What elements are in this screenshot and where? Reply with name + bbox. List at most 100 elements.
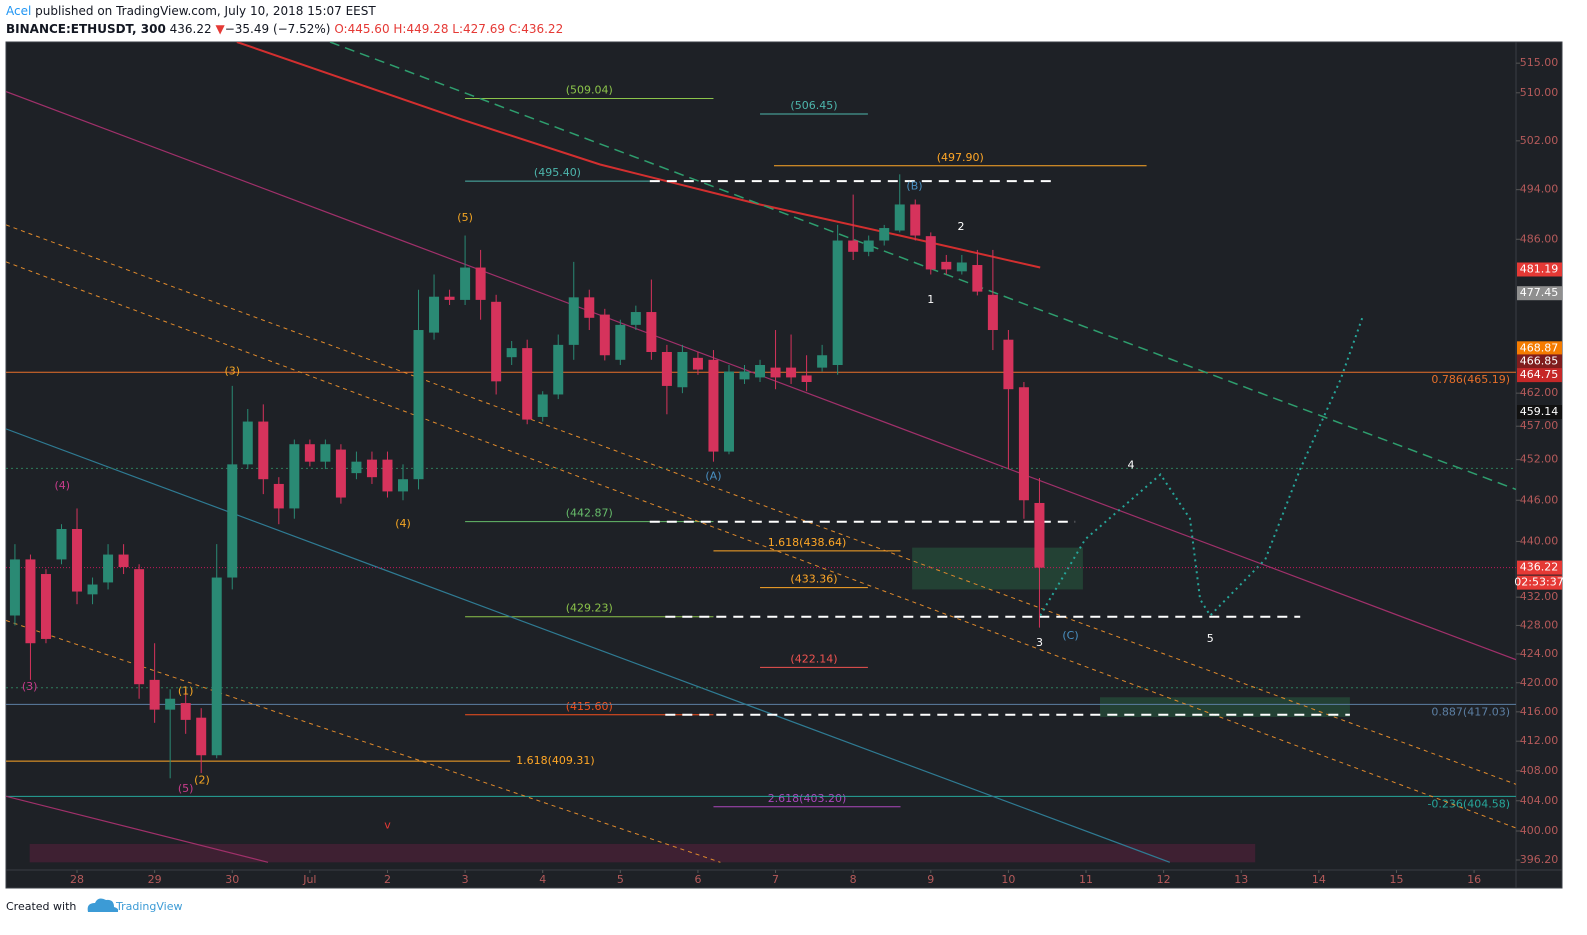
y-tick-label: 408.00 — [1520, 764, 1559, 777]
candle-body — [956, 262, 967, 272]
fib-level-label: 2.618(403.20) — [768, 792, 847, 805]
candle-body — [630, 312, 641, 325]
wave-label: 1 — [927, 293, 934, 306]
change: −35.49 (−7.52%) — [225, 22, 331, 36]
x-tick-label: 2 — [384, 873, 391, 886]
x-tick-label: 4 — [539, 873, 546, 886]
candle-body — [1034, 502, 1045, 568]
candle-body — [304, 444, 315, 462]
countdown: 02:53:37 — [1514, 576, 1563, 589]
wave-label: (3) — [224, 365, 240, 378]
x-tick-label: 11 — [1079, 873, 1093, 886]
y-tick-label: 404.00 — [1520, 794, 1559, 807]
y-tick-label: 412.00 — [1520, 734, 1559, 747]
fib-level-label: -0.236(404.58) — [1427, 797, 1510, 810]
countdown-box — [1517, 575, 1562, 590]
candle-body — [677, 352, 688, 388]
header-line-1: Acel published on TradingView.com, July … — [6, 4, 376, 18]
fib-level-label: (442.87) — [566, 507, 613, 520]
candle-body — [506, 348, 517, 358]
candle-body — [211, 577, 222, 756]
wave-label: (B) — [906, 180, 922, 193]
trendline — [6, 428, 1171, 863]
wave-label: (C) — [1062, 629, 1078, 642]
x-tick-label: 7 — [772, 873, 779, 886]
x-tick-label: 14 — [1312, 873, 1326, 886]
price-label: 459.14 — [1520, 405, 1559, 418]
wave-label: (4) — [54, 479, 70, 492]
x-tick-label: 9 — [927, 873, 934, 886]
candle-body — [723, 371, 734, 452]
candle-body — [320, 444, 331, 462]
candle-body — [335, 449, 346, 498]
wave-label: (4) — [395, 517, 411, 530]
price-label-box — [1517, 262, 1562, 277]
candle-body — [429, 296, 440, 333]
tradingview-logo — [87, 898, 119, 912]
candle-body — [444, 296, 455, 300]
candle-body — [941, 261, 952, 270]
fib-level-label: 1.618(438.64) — [768, 536, 847, 549]
header-line-2: BINANCE:ETHUSDT, 300 436.22 ▼−35.49 (−7.… — [6, 22, 563, 36]
candle-body — [537, 394, 548, 417]
highlight-box — [1099, 697, 1350, 717]
published: published on TradingView.com, July 10, 2… — [35, 4, 376, 18]
x-tick-label: 8 — [850, 873, 857, 886]
y-tick-label: 446.00 — [1520, 493, 1559, 506]
y-tick-label: 486.00 — [1520, 232, 1559, 245]
author[interactable]: Acel — [6, 4, 31, 18]
footer-brand[interactable]: TradingView — [115, 900, 182, 913]
candle-body — [848, 240, 859, 252]
price-label-box — [1517, 354, 1562, 369]
candle-body — [134, 569, 145, 685]
x-tick-label: 3 — [462, 873, 469, 886]
candle-body — [1003, 339, 1014, 390]
trendline — [6, 795, 269, 863]
candle-body — [770, 367, 781, 378]
wave-label: 5 — [1207, 632, 1214, 645]
candle-body — [491, 301, 502, 382]
candle-body — [661, 352, 672, 386]
candle-body — [56, 529, 67, 560]
fib-level-label: 0.786(465.19) — [1431, 373, 1510, 386]
candle-body — [382, 459, 393, 492]
candle-body — [879, 228, 890, 241]
y-tick-label: 440.00 — [1520, 534, 1559, 547]
trendline — [329, 42, 1516, 491]
candle-body — [817, 355, 828, 368]
candle-body — [786, 367, 797, 378]
candle-body — [258, 421, 269, 480]
wave-label: v — [384, 819, 391, 832]
candle-body — [72, 529, 83, 592]
candle-body — [599, 314, 610, 356]
candle-body — [832, 240, 843, 366]
y-tick-label: 428.00 — [1520, 618, 1559, 631]
wave-label: (1) — [178, 684, 194, 697]
footer-created: Created with — [6, 900, 76, 913]
fib-level-label: (497.90) — [937, 151, 984, 164]
fib-level-label: (495.40) — [534, 166, 581, 179]
plot-area: (509.04) (506.45) (497.90) (495.40) (442.87)… — [6, 42, 1516, 863]
candle-body — [522, 348, 533, 420]
candle-body — [739, 371, 750, 380]
candle-body — [118, 554, 129, 568]
wave-label: (5) — [178, 782, 194, 795]
y-tick-label: 502.00 — [1520, 134, 1559, 147]
y-tick-label: 432.00 — [1520, 590, 1559, 603]
price-label: 468.87 — [1520, 341, 1559, 354]
candle-body — [708, 359, 719, 452]
price-label: 436.22 — [1520, 561, 1559, 574]
candle-body — [568, 297, 579, 345]
price-label: 466.85 — [1520, 354, 1559, 367]
wave-label: (5) — [457, 211, 473, 224]
candle-body — [40, 574, 51, 639]
ohlc: O:445.60 H:449.28 L:427.69 C:436.22 — [334, 22, 563, 36]
y-tick-label: 400.00 — [1520, 824, 1559, 837]
candle-body — [103, 554, 114, 583]
highlight-box — [912, 547, 1083, 590]
y-tick-label: 420.00 — [1520, 676, 1559, 689]
candle-body — [366, 459, 377, 478]
candle-body — [584, 297, 595, 318]
price-label-box — [1517, 341, 1562, 356]
